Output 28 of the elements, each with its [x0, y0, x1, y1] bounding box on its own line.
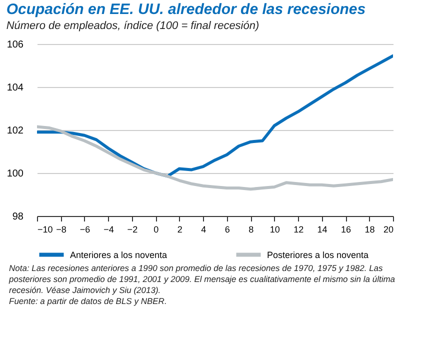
- x-tick-label: −4: [104, 224, 114, 234]
- line-series: [37, 125, 393, 191]
- y-tick-label: 106: [6, 40, 24, 50]
- x-tick-label: 10: [270, 224, 280, 234]
- x-tick-label: −6: [80, 224, 90, 234]
- legend-label: Anteriores a los noventa: [70, 250, 168, 260]
- x-tick-label: 6: [224, 224, 230, 234]
- x-tick-label: 8: [248, 224, 254, 234]
- x-tick-label: 20: [383, 224, 394, 234]
- y-tick-label: 100: [6, 168, 24, 180]
- x-tick-label: 18: [364, 224, 375, 234]
- chart-subtitle: Número de empleados, índice (100 = final recesión): [6, 20, 260, 32]
- y-tick-label: 104: [6, 82, 24, 94]
- y-tick-label: 98: [12, 212, 24, 222]
- y-tick-label: 102: [6, 126, 24, 136]
- text: Nota: Las recesiones anteriores a 1990 son promedio de las recesiones de 1970, 1975 y 1982. Las posteriores son promedio de 1991, 2001 y 2009. El mensaje es cualitativamente el mismo sin la última recesión. Véase Jaimovich y Siu (2013).: [8, 263, 396, 295]
- x-tick-label: 0: [154, 224, 159, 234]
- x-tick-label: −10: [38, 224, 53, 234]
- x-tick-label: 4: [201, 224, 206, 234]
- x-tick-label: −8: [56, 224, 66, 234]
- source-note: Fuente: a partir de datos de BLS y NBER.: [9, 296, 167, 306]
- legend-label: Posteriores a los noventa: [267, 250, 369, 260]
- x-tick-label: 16: [341, 224, 352, 234]
- x-tick-label: 14: [317, 224, 328, 234]
- chart-title: Ocupación en EE. UU. alrededor de las recesiones: [6, 1, 366, 18]
- x-tick-label: −2: [127, 224, 138, 234]
- x-tick-label: 2: [177, 224, 182, 234]
- x-tick-label: 12: [294, 224, 304, 234]
